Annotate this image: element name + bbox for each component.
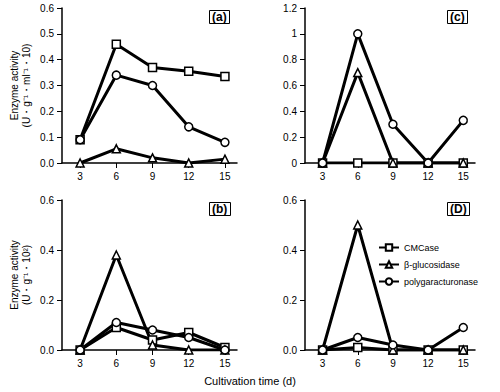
svg-text:0.6: 0.6 (40, 195, 54, 206)
svg-text:(D): (D) (450, 202, 467, 216)
svg-text:12: 12 (183, 358, 195, 369)
svg-text:12: 12 (423, 171, 435, 182)
svg-text:9: 9 (150, 171, 156, 182)
svg-text:0.6: 0.6 (283, 80, 297, 91)
svg-text:0.0: 0.0 (40, 345, 54, 356)
svg-text:0.2: 0.2 (40, 295, 54, 306)
svg-text:12: 12 (183, 171, 195, 182)
svg-text:9: 9 (150, 358, 156, 369)
svg-text:polygaracturonase: polygaracturonase (404, 277, 478, 287)
svg-text:(U・g⁻¹・10²): (U・g⁻¹・10²) (21, 245, 32, 305)
svg-text:0.0: 0.0 (283, 345, 297, 356)
svg-text:(U・g⁻¹・ml⁻¹・10): (U・g⁻¹・ml⁻¹・10) (21, 44, 32, 128)
svg-text:0.0: 0.0 (40, 158, 54, 169)
svg-text:0.1: 0.1 (40, 132, 54, 143)
svg-text:0.6: 0.6 (283, 195, 297, 206)
svg-text:0.4: 0.4 (40, 245, 54, 256)
svg-text:6: 6 (355, 171, 361, 182)
svg-text:CMCase: CMCase (404, 243, 439, 253)
svg-text:0.8: 0.8 (283, 54, 297, 65)
svg-text:6: 6 (114, 358, 120, 369)
svg-text:0.4: 0.4 (283, 106, 297, 117)
svg-text:0.4: 0.4 (283, 245, 297, 256)
svg-text:0.2: 0.2 (283, 132, 297, 143)
svg-text:1: 1 (291, 28, 297, 39)
svg-text:15: 15 (458, 171, 470, 182)
svg-text:(b): (b) (212, 202, 227, 216)
svg-text:3: 3 (320, 171, 326, 182)
svg-text:Enzyme activity: Enzyme activity (9, 240, 20, 309)
svg-text:3: 3 (77, 171, 83, 182)
svg-text:0.6: 0.6 (40, 3, 54, 14)
svg-text:(a): (a) (212, 10, 227, 24)
svg-text:Cultivation time (d): Cultivation time (d) (204, 375, 296, 387)
svg-text:0.4: 0.4 (40, 54, 54, 65)
svg-text:15: 15 (219, 358, 231, 369)
svg-text:0: 0 (291, 158, 297, 169)
svg-text:3: 3 (320, 358, 326, 369)
svg-text:15: 15 (458, 358, 470, 369)
svg-text:0.3: 0.3 (40, 80, 54, 91)
svg-text:12: 12 (423, 358, 435, 369)
svg-text:15: 15 (219, 171, 231, 182)
svg-text:1.2: 1.2 (283, 3, 297, 14)
svg-text:0.2: 0.2 (283, 295, 297, 306)
svg-text:9: 9 (390, 171, 396, 182)
svg-text:Enzyme activity: Enzyme activity (9, 51, 20, 120)
svg-text:3: 3 (77, 358, 83, 369)
svg-text:6: 6 (355, 358, 361, 369)
svg-text:β-glucosidase: β-glucosidase (404, 260, 460, 270)
svg-text:0.2: 0.2 (40, 106, 54, 117)
svg-text:(c): (c) (450, 10, 465, 24)
svg-text:6: 6 (114, 171, 120, 182)
svg-text:0.5: 0.5 (40, 28, 54, 39)
svg-text:9: 9 (390, 358, 396, 369)
